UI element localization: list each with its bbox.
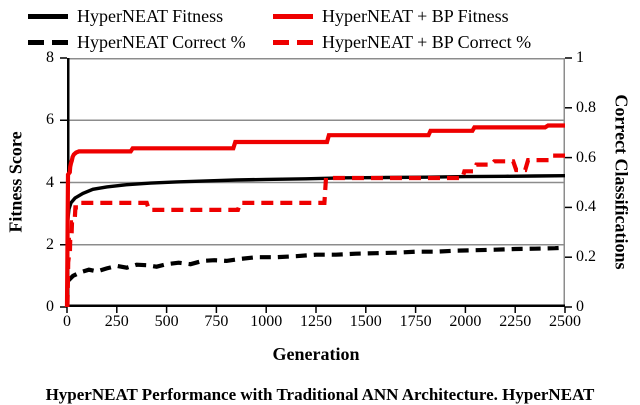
- x-tick-label: 2000: [449, 313, 482, 330]
- y-left-tick-label: 8: [46, 49, 54, 66]
- series-line-hyperneat-bp-correct-: [65, 153, 565, 308]
- legend-item: HyperNEAT + BP Fitness: [273, 3, 531, 29]
- x-tick-label: 750: [204, 313, 229, 330]
- x-tick-label: 1000: [250, 313, 283, 330]
- y-right-tick-label: 0: [576, 298, 584, 315]
- legend-label: HyperNEAT Correct %: [77, 32, 246, 52]
- y-left-axis-title: Fitness Score: [5, 131, 26, 233]
- legend-label: HyperNEAT + BP Correct %: [322, 32, 532, 52]
- y-left-tick-label: 0: [46, 298, 54, 315]
- y-left-tick-labels: 0 2 4 6 8: [20, 49, 54, 315]
- x-tick-labels: 0 250 500 750 1000 1250 1500 1750 2000 2250 2500: [63, 312, 581, 334]
- legend-solid-line-sample: [28, 13, 68, 19]
- legend-item: HyperNEAT Correct %: [28, 29, 273, 55]
- x-tick-label: 2500: [549, 313, 581, 330]
- series-line-hyperneat-correct-: [66, 245, 566, 283]
- figure-caption: HyperNEAT Performance with Traditional A…: [45, 385, 595, 404]
- plot-svg: [60, 57, 572, 313]
- y-right-tick-labels: 0 0.2 0.4 0.6 0.8 1: [576, 49, 626, 315]
- x-tick-label: 250: [104, 313, 129, 330]
- x-tick-label: 500: [154, 313, 179, 330]
- legend-dashed-line-sample: [28, 39, 68, 45]
- y-right-tick-label: 1: [576, 49, 584, 66]
- series-line-hyperneat-bp-fitness: [64, 123, 565, 308]
- legend-item: HyperNEAT Fitness: [28, 3, 273, 29]
- y-left-tick-label: 2: [46, 235, 54, 253]
- y-left-tick-label: 4: [46, 173, 54, 191]
- legend-solid-line-sample: [273, 13, 313, 19]
- legend-dashed-line-sample: [273, 39, 313, 45]
- x-tick-label: 1750: [399, 313, 432, 330]
- legend-item: HyperNEAT + BP Correct %: [273, 29, 531, 55]
- y-right-tick-label: 0.8: [576, 98, 596, 116]
- y-left-tick-label: 6: [46, 111, 54, 129]
- y-right-tick-label: 0.6: [576, 148, 596, 166]
- legend-label: HyperNEAT Fitness: [77, 6, 224, 26]
- x-axis-title: Generation: [272, 344, 360, 364]
- series-line-hyperneat-fitness: [65, 174, 566, 308]
- x-tick-label: 1250: [300, 313, 332, 330]
- x-tick-label: 1500: [349, 313, 382, 330]
- x-tick-label: 2250: [499, 313, 532, 330]
- legend: HyperNEAT Fitness HyperNEAT Correct % Hype…: [28, 3, 531, 55]
- plot-area: [60, 57, 572, 313]
- y-right-tick-label: 0.4: [576, 198, 596, 216]
- y-right-axis-title: Correct Classifications: [611, 94, 632, 270]
- legend-label: HyperNEAT + BP Fitness: [322, 6, 509, 26]
- y-right-tick-label: 0.2: [576, 248, 596, 266]
- x-tick-label: 0: [63, 313, 71, 330]
